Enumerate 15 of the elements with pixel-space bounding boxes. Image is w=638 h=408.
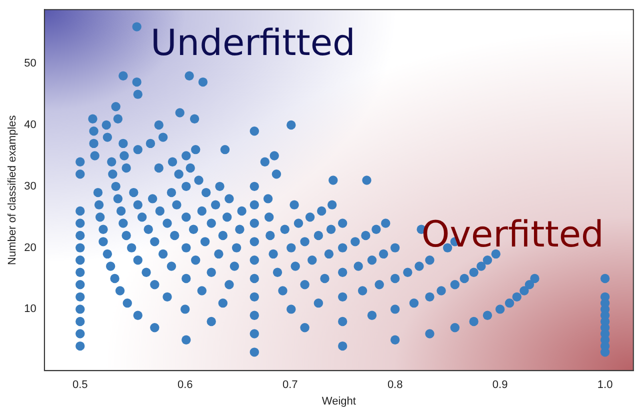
x-tick-label: 0.6 (177, 379, 193, 392)
x-tick-label: 0.9 (492, 379, 508, 392)
x-tick-label: 1.0 (597, 379, 613, 392)
annotation: Underfitted (150, 23, 356, 64)
x-axis-title: Weight (322, 395, 356, 408)
y-tick-label: 50 (24, 58, 36, 70)
x-tick-label: 0.8 (387, 379, 403, 392)
x-tick-label: 0.7 (282, 379, 298, 392)
y-axis-title: Number of classified examples (6, 114, 19, 265)
y-tick-label: 10 (24, 303, 36, 316)
y-tick-label: 30 (24, 180, 36, 192)
annotation: Overfitted (421, 214, 604, 256)
y-tick-label: 40 (24, 119, 36, 132)
x-tick-label: 0.5 (72, 379, 88, 392)
y-tick-label: 20 (24, 242, 36, 254)
